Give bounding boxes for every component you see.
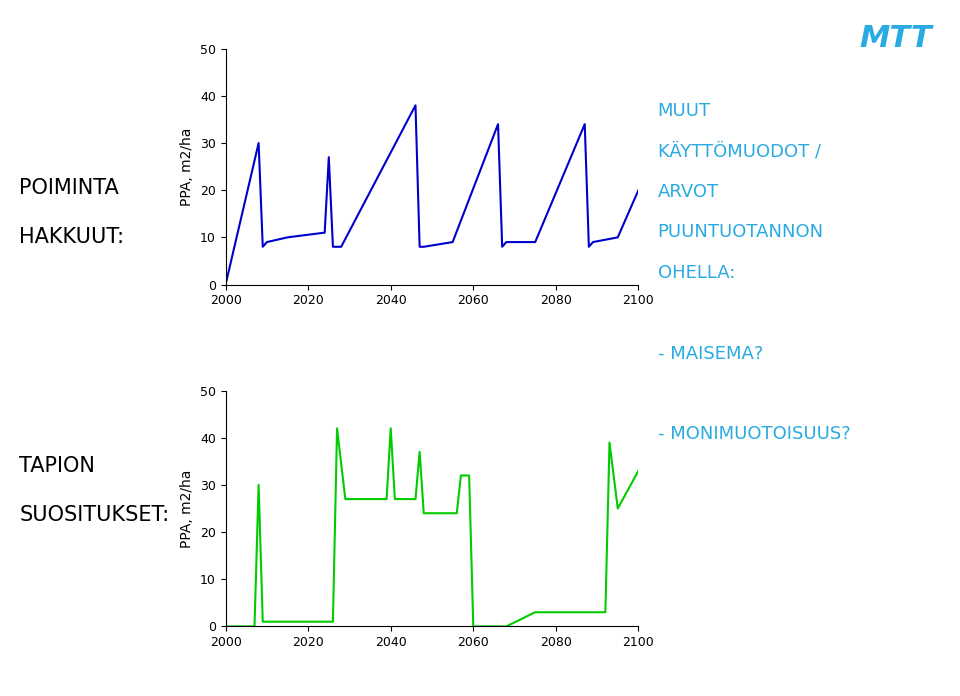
Text: HAKKUUT:: HAKKUUT:: [19, 227, 124, 246]
Text: MUUT: MUUT: [658, 102, 710, 120]
Y-axis label: PPA, m2/ha: PPA, m2/ha: [180, 127, 194, 206]
Y-axis label: PPA, m2/ha: PPA, m2/ha: [180, 469, 194, 548]
Text: SUOSITUKSET:: SUOSITUKSET:: [19, 505, 169, 525]
Text: - MAISEMA?: - MAISEMA?: [658, 345, 763, 363]
Text: - MONIMUOTOISUUS?: - MONIMUOTOISUUS?: [658, 425, 851, 443]
Text: PUUNTUOTANNON: PUUNTUOTANNON: [658, 223, 824, 242]
Text: MTT: MTT: [859, 24, 932, 53]
Text: POIMINTA: POIMINTA: [19, 178, 119, 198]
Text: KÄYTTÖMUODOT /: KÄYTTÖMUODOT /: [658, 143, 821, 161]
Text: ARVOT: ARVOT: [658, 183, 719, 201]
Text: TAPION: TAPION: [19, 457, 95, 476]
Text: OHELLA:: OHELLA:: [658, 264, 735, 282]
